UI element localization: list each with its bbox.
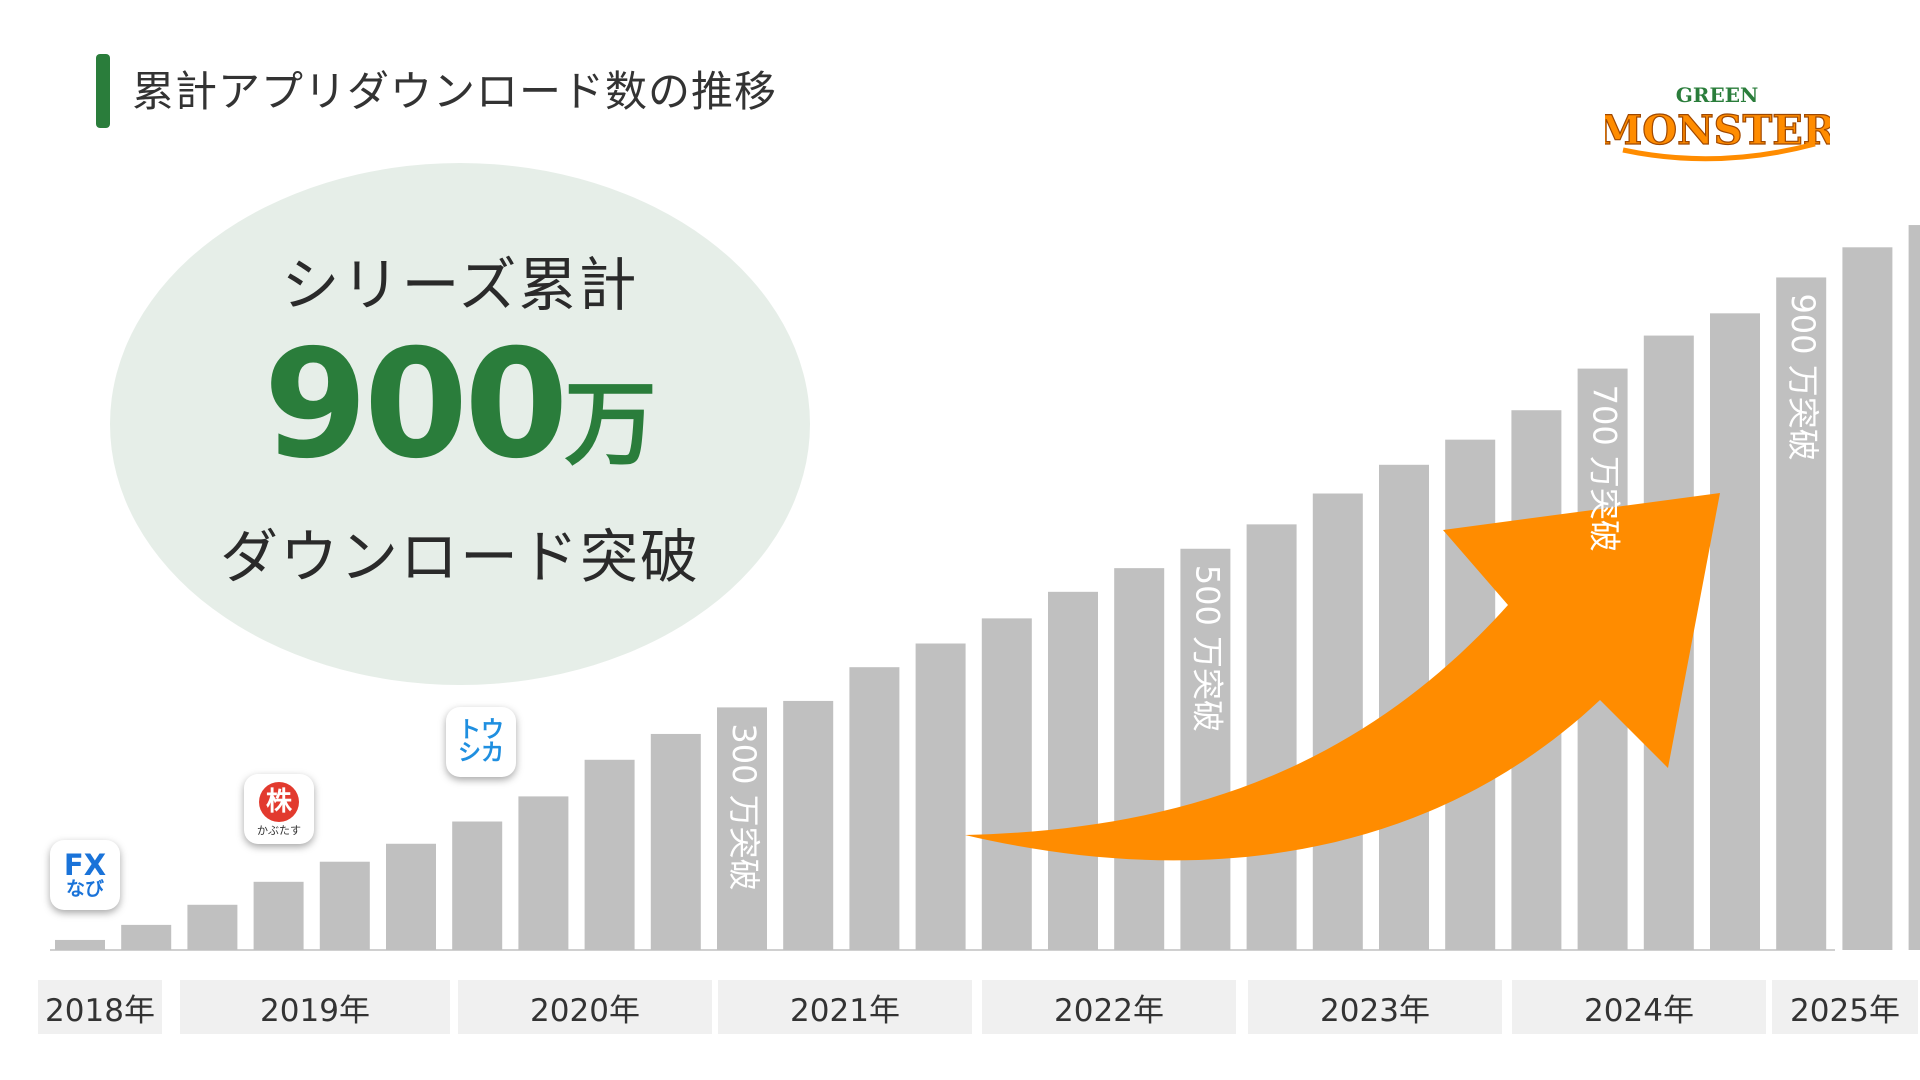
bar bbox=[650, 733, 701, 950]
bar bbox=[1312, 493, 1363, 950]
bar bbox=[915, 643, 966, 950]
growth-arrow bbox=[965, 493, 1720, 861]
bar bbox=[386, 843, 436, 950]
page-title: 累計アプリダウンロード数の推移 bbox=[132, 67, 778, 116]
bar bbox=[187, 904, 238, 950]
fx-navi-app-icon: FX なび bbox=[50, 840, 120, 910]
bar bbox=[1908, 225, 1920, 950]
headline-number-value: 900 bbox=[263, 318, 568, 492]
year-label-2020: 2020年 bbox=[458, 980, 712, 1034]
bar bbox=[518, 796, 569, 950]
bar bbox=[253, 881, 304, 950]
logo-green-text: GREEN bbox=[1676, 83, 1758, 107]
bar bbox=[1114, 568, 1165, 950]
fx-navi-icon-line2: なび bbox=[65, 878, 104, 900]
title-accent-bar bbox=[96, 54, 110, 128]
bar bbox=[584, 759, 635, 950]
toushika-app-icon: トウ シカ bbox=[446, 707, 516, 777]
bar bbox=[1710, 313, 1760, 950]
year-label-2023: 2023年 bbox=[1248, 980, 1502, 1034]
milestone-label: 300 万突破 bbox=[725, 723, 763, 890]
green-monster-logo: GREEN MONSTER bbox=[1605, 83, 1830, 162]
bar bbox=[55, 939, 105, 950]
bar bbox=[783, 700, 834, 950]
headline-ellipse bbox=[110, 163, 810, 685]
year-label-2021: 2021年 bbox=[718, 980, 972, 1034]
year-label-2025: 2025年 bbox=[1772, 980, 1918, 1034]
toushika-icon-line1: トウ bbox=[458, 717, 504, 743]
bar bbox=[849, 667, 900, 950]
bar bbox=[1180, 548, 1231, 950]
year-label-2018: 2018年 bbox=[38, 980, 162, 1034]
year-label-2019: 2019年 bbox=[180, 980, 450, 1034]
milestone-label: 900 万突破 bbox=[1784, 293, 1822, 460]
bar bbox=[452, 821, 503, 950]
fx-navi-icon-line1: FX bbox=[63, 848, 107, 882]
milestone-label: 700 万突破 bbox=[1586, 385, 1624, 552]
bar bbox=[1048, 591, 1098, 950]
kabutasu-icon-line2: かぶたす bbox=[257, 824, 301, 837]
headline-number: 900万 bbox=[110, 330, 810, 483]
bar bbox=[1776, 277, 1827, 950]
bar bbox=[1246, 524, 1297, 950]
bar bbox=[717, 707, 767, 950]
milestone-label: 500 万突破 bbox=[1188, 565, 1226, 732]
logo-monster-text: MONSTER bbox=[1605, 107, 1830, 154]
bar bbox=[981, 618, 1032, 950]
headline-downloads-exceeded: ダウンロード突破 bbox=[219, 523, 700, 591]
headline-number-unit: 万 bbox=[564, 371, 657, 478]
bar bbox=[319, 861, 370, 950]
bar bbox=[121, 924, 172, 950]
kabutasu-icon-line1: 株 bbox=[259, 782, 299, 822]
headline-series-total: シリーズ累計 bbox=[281, 251, 639, 319]
kabutasu-app-icon: 株 かぶたす bbox=[244, 774, 314, 844]
bar bbox=[1842, 247, 1893, 950]
year-label-2022: 2022年 bbox=[982, 980, 1236, 1034]
year-label-2024: 2024年 bbox=[1512, 980, 1766, 1034]
toushika-icon-line2: シカ bbox=[458, 740, 504, 766]
